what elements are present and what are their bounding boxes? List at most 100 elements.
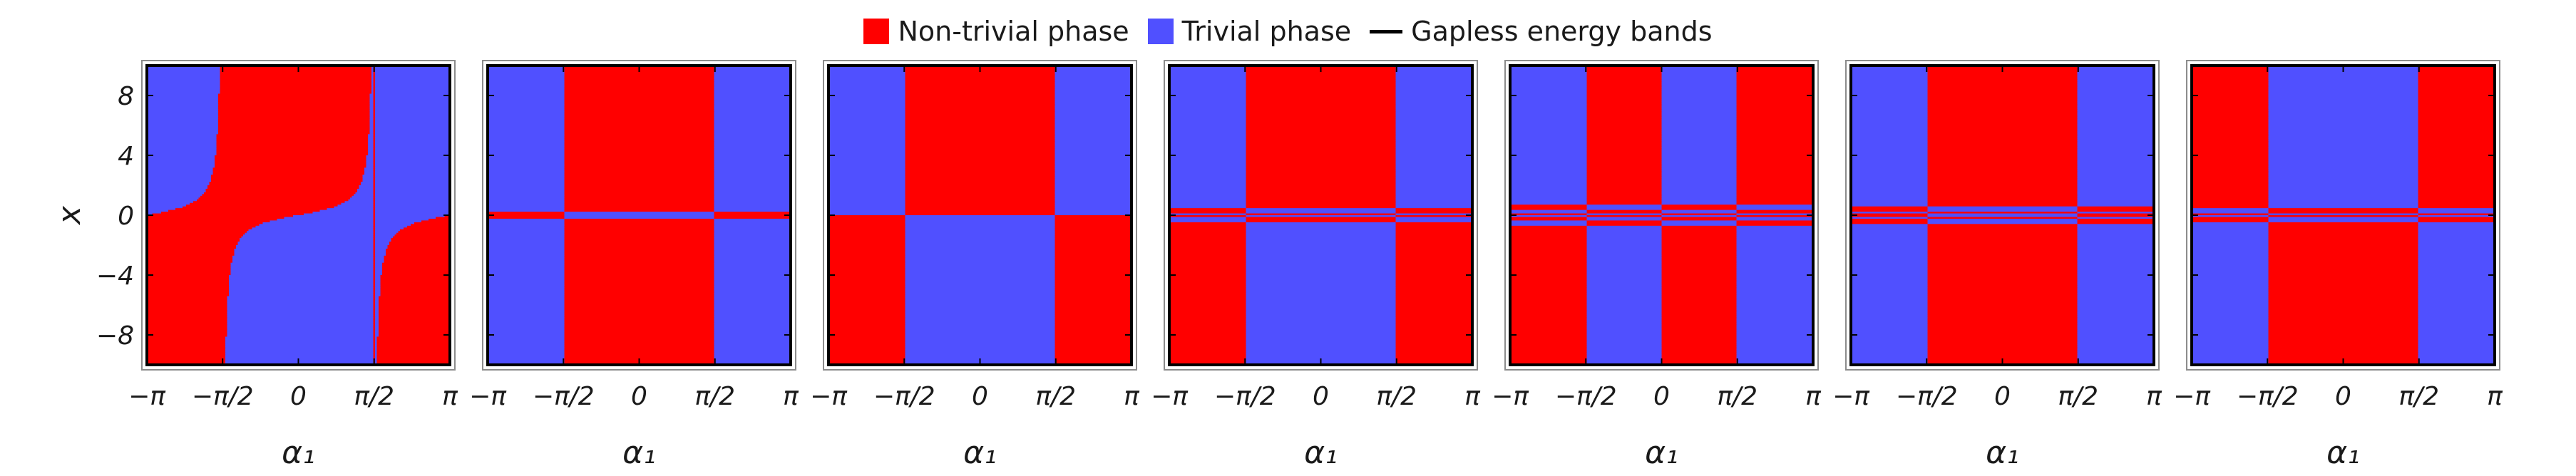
phase-cell [373, 315, 376, 318]
phase-cell [373, 79, 376, 82]
phase-cell [375, 162, 451, 165]
phase-cell [905, 98, 1056, 102]
phase-cell [1851, 197, 1929, 200]
phase-cell [2418, 202, 2495, 205]
phase-cell [1246, 326, 1397, 328]
phase-cell [375, 111, 451, 114]
phase-cell [366, 160, 374, 163]
phase-cell [714, 275, 791, 278]
phase-cell [1586, 78, 1663, 81]
phase-cell [905, 81, 1056, 84]
phase-cell [147, 311, 228, 314]
phase-cell [1395, 347, 1473, 350]
phase-cell [564, 116, 715, 119]
phase-cell [488, 152, 565, 155]
phase-cell [375, 158, 451, 162]
phase-cell [1054, 280, 1132, 283]
phase-cell [564, 169, 715, 172]
phase-cell [212, 169, 365, 172]
phase-cell [1736, 120, 1814, 123]
phase-cell [2077, 232, 2155, 235]
phase-cell [2418, 257, 2495, 260]
phase-cell [369, 111, 374, 114]
phase-cell [373, 311, 376, 314]
phase-cell [1169, 95, 1247, 98]
phase-cell [1054, 328, 1132, 331]
phase-cell [147, 185, 208, 188]
phase-cell [1736, 141, 1814, 144]
phase-cell [375, 254, 386, 257]
x-tick-label: 0 [972, 382, 988, 411]
phase-cell [1661, 76, 1738, 78]
phase-cell [1851, 224, 1929, 227]
phase-cell [488, 86, 565, 89]
phase-cell [2418, 172, 2495, 175]
phase-cell [375, 275, 381, 278]
phase-cell [1586, 169, 1663, 172]
phase-cell [564, 224, 715, 227]
phase-cell [375, 134, 451, 137]
phase-cell [1736, 345, 1814, 348]
phase-cell [1169, 130, 1247, 133]
phase-cell [2268, 343, 2419, 346]
phase-cell [2268, 93, 2419, 96]
phase-cell [373, 76, 376, 78]
phase-cell [1736, 128, 1814, 132]
phase-cell [1927, 326, 2078, 328]
phase-cell [369, 120, 374, 123]
phase-cell [359, 185, 374, 188]
phase-cell [2268, 336, 2419, 339]
phase-cell [220, 76, 372, 78]
phase-cell [828, 343, 906, 346]
phase-cell [488, 356, 565, 358]
phase-cell [1395, 227, 1473, 230]
phase-cell [1169, 336, 1247, 339]
phase-cell [1169, 329, 1247, 332]
phase-cell [1395, 86, 1473, 89]
phase-cell [905, 254, 1056, 257]
phase-cell [488, 319, 565, 321]
phase-cell [1510, 209, 1588, 212]
phase-cell [1510, 281, 1588, 284]
phase-cell [1736, 326, 1814, 328]
phase-cell [1586, 183, 1663, 186]
phase-cell [564, 130, 715, 133]
phase-cell [488, 354, 565, 357]
phase-cell [350, 197, 374, 200]
phase-cell [714, 148, 791, 151]
phase-cell [564, 329, 715, 332]
phase-cell [2418, 261, 2495, 264]
phase-cell [1169, 308, 1247, 311]
phase-cell [1169, 273, 1247, 276]
phase-cell [375, 176, 451, 179]
phase-cell [1395, 169, 1473, 172]
phase-cell [2077, 220, 2155, 223]
phase-cell [1661, 152, 1738, 155]
phase-cell [1851, 171, 1929, 174]
phase-cell [905, 243, 1056, 246]
phase-cell [1851, 348, 1929, 351]
phase-cell [1510, 132, 1588, 135]
phase-cell [1246, 185, 1397, 188]
phase-cell [2077, 197, 2155, 200]
phase-cell [1395, 338, 1473, 341]
phase-cell [382, 264, 451, 267]
x-axis-label: α₁ [2326, 435, 2360, 471]
phase-cell [488, 250, 565, 253]
phase-cell [564, 341, 715, 344]
phase-cell [828, 278, 906, 281]
phase-cell [2077, 217, 2155, 219]
phase-cell [373, 261, 376, 264]
phase-cell [2418, 335, 2495, 338]
phase-cell [216, 138, 369, 140]
phase-cell [2192, 97, 2269, 100]
phase-cell [2077, 148, 2155, 151]
phase-cell [1510, 248, 1588, 252]
x-tick-label: 0 [1994, 382, 2011, 411]
phase-cell [1510, 92, 1588, 95]
phase-cell [382, 262, 451, 265]
phase-cell [1246, 157, 1397, 160]
phase-cell [373, 276, 376, 279]
phase-cell [2077, 105, 2155, 108]
phase-cell [1054, 172, 1132, 175]
